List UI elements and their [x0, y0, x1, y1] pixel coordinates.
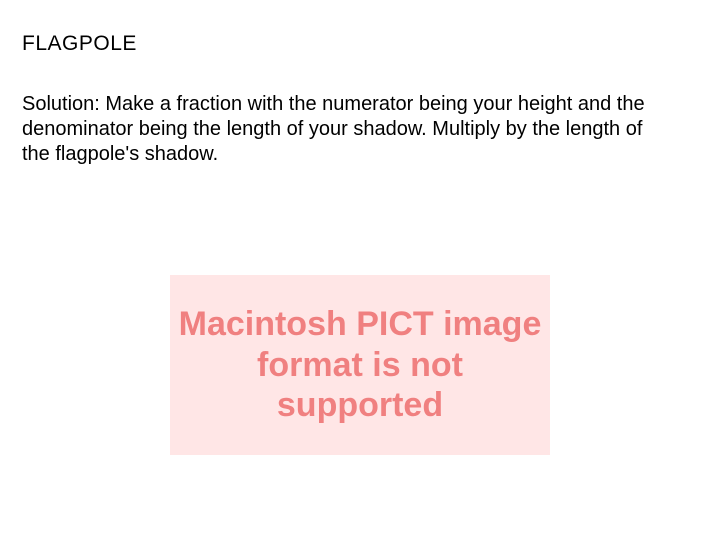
image-error-placeholder: Macintosh PICT image format is not suppo… — [170, 275, 550, 455]
image-error-message: Macintosh PICT image format is not suppo… — [170, 304, 550, 426]
slide-title: FLAGPOLE — [22, 32, 137, 56]
solution-paragraph: Solution: Make a fraction with the numer… — [22, 92, 670, 167]
